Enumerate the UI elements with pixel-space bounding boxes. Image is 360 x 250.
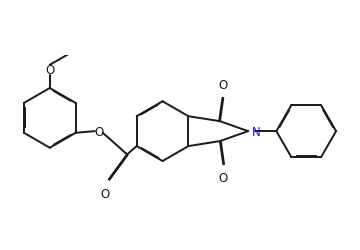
Text: O: O bbox=[101, 187, 110, 200]
Text: O: O bbox=[219, 172, 228, 184]
Text: N: N bbox=[252, 125, 261, 138]
Text: O: O bbox=[45, 64, 54, 77]
Text: O: O bbox=[94, 125, 103, 138]
Text: O: O bbox=[219, 79, 228, 92]
